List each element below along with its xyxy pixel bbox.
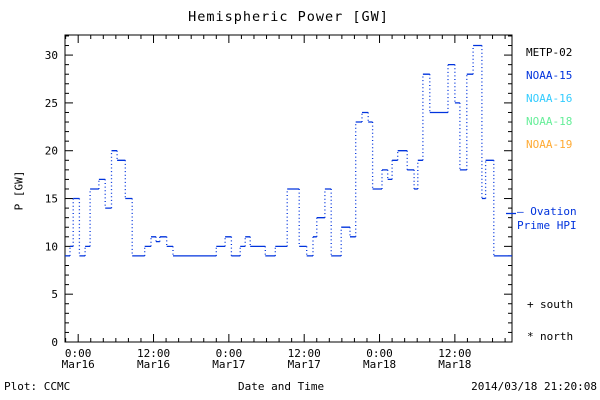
y-tick-label: 5 — [51, 288, 58, 301]
legend-satellite-noaa18: NOAA-18 — [526, 115, 573, 128]
x-tick-date: Mar16 — [137, 358, 170, 371]
x-tick-date: Mar16 — [62, 358, 95, 371]
x-tick-time: 12:00 — [288, 347, 321, 360]
x-tick-time: 12:00 — [438, 347, 471, 360]
plus-marker-icon: + — [527, 298, 534, 311]
legend-marker-south: + south — [527, 298, 573, 311]
legend-satellite-metp02: METP-02 — [526, 46, 573, 59]
axis-tick-labels: 0:00Mar1612:00Mar160:00Mar1712:00Mar170:… — [45, 49, 472, 371]
x-tick-time: 0:00 — [65, 347, 92, 360]
y-tick-label: 30 — [45, 49, 58, 62]
legend-marker-north: * north — [527, 330, 573, 343]
legend-satellite-noaa15: NOAA-15 — [526, 69, 573, 82]
hpi-line-verticals — [69, 45, 495, 256]
y-tick-label: 20 — [45, 145, 58, 158]
x-tick-time: 12:00 — [137, 347, 170, 360]
y-tick-label: 10 — [45, 240, 58, 253]
legend-ovation-line2: Prime HPI — [517, 219, 577, 232]
x-tick-date: Mar17 — [288, 358, 321, 371]
plot-source-label: Plot: CCMC — [4, 380, 71, 393]
hpi-step-line — [65, 44, 512, 257]
x-axis-label: Date and Time — [238, 380, 325, 393]
legend-ovation-prime: — Ovation Prime HPI — [517, 205, 577, 233]
x-tick-date: Mar17 — [212, 358, 245, 371]
y-tick-label: 0 — [51, 336, 58, 349]
y-tick-label: 15 — [45, 193, 58, 206]
south-label: south — [540, 298, 574, 311]
x-tick-time: 0:00 — [216, 347, 243, 360]
hpi-line-horizontals — [65, 44, 512, 257]
legend-ovation-line1: — Ovation — [517, 205, 577, 218]
asterisk-marker-icon: * — [527, 330, 534, 343]
plot-timestamp: 2014/03/18 21:20:08 — [471, 380, 597, 393]
x-tick-date: Mar18 — [363, 358, 396, 371]
y-axis-label: P [GW] — [12, 170, 26, 211]
legend-satellite-noaa16: NOAA-16 — [526, 92, 573, 105]
x-tick-time: 0:00 — [366, 347, 393, 360]
chart-title: Hemispheric Power [GW] — [188, 9, 389, 25]
y-tick-label: 25 — [45, 97, 58, 110]
axis-ticks — [65, 35, 512, 342]
x-tick-date: Mar18 — [438, 358, 471, 371]
legend-satellite-noaa19: NOAA-19 — [526, 138, 573, 151]
north-label: north — [540, 330, 574, 343]
